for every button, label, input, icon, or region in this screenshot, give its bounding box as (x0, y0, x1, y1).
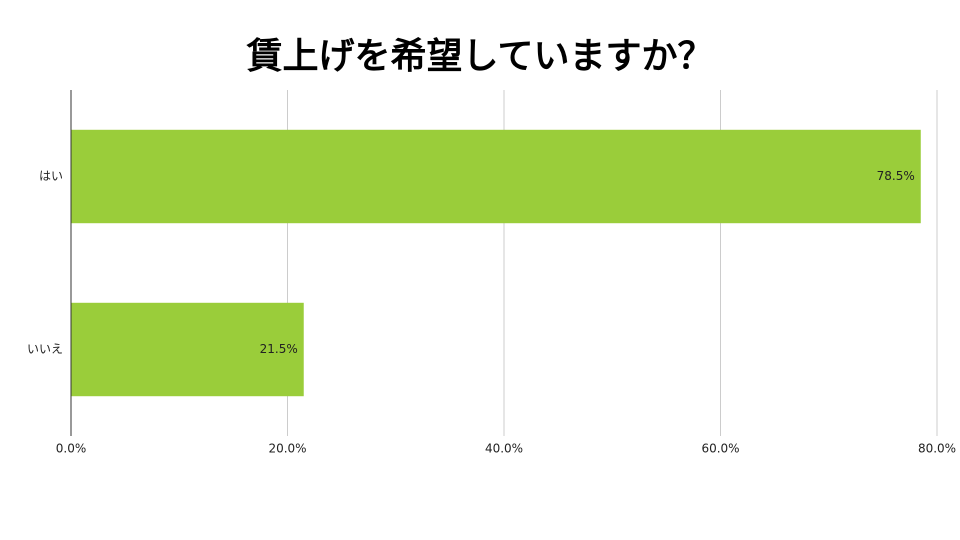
bar (71, 129, 921, 224)
x-tick-label: 40.0% (485, 442, 523, 456)
y-tick-label: いいえ (27, 342, 63, 356)
value-label: 21.5% (260, 342, 298, 356)
chart-title: 賃上げを希望していますか？ (246, 36, 714, 77)
x-tick-label: 0.0% (56, 442, 87, 456)
x-tick-label: 80.0% (918, 442, 956, 456)
x-tick-label: 20.0% (268, 442, 306, 456)
value-label: 78.5% (877, 169, 915, 183)
y-tick-label: はい (39, 169, 63, 183)
x-tick-label: 60.0% (701, 442, 739, 456)
bar (71, 302, 304, 397)
